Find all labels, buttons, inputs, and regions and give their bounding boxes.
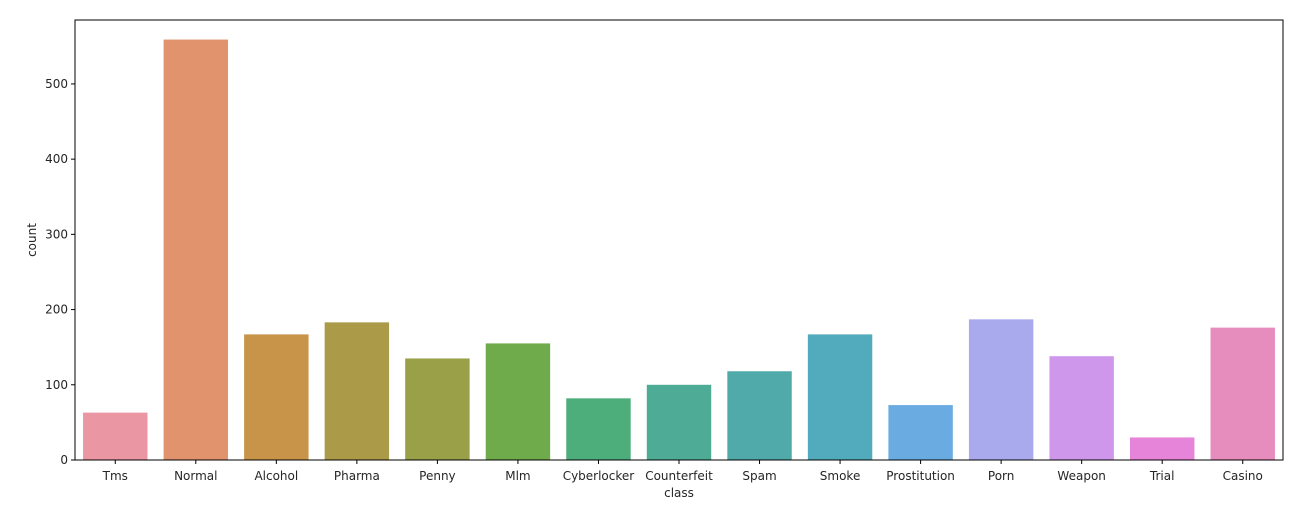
bar-prostitution [888, 405, 953, 460]
y-tick-label: 200 [45, 303, 68, 317]
x-tick-label: Cyberlocker [563, 469, 635, 483]
y-tick-label: 300 [45, 227, 68, 241]
bar-pharma [324, 322, 390, 460]
x-tick-label: Mlm [505, 469, 530, 483]
bar-cyberlocker [566, 398, 631, 460]
x-tick-label: Smoke [820, 469, 861, 483]
bar-weapon [1049, 356, 1114, 460]
y-tick-label: 100 [45, 378, 68, 392]
plot-frame [74, 19, 1284, 461]
bar-spam [727, 371, 792, 460]
bar-tms [83, 412, 148, 460]
x-tick-label: Pharma [334, 469, 380, 483]
bars-group [83, 39, 1275, 461]
y-tick-label: 400 [45, 152, 68, 166]
bar-porn [968, 319, 1034, 460]
bar-normal [163, 39, 229, 461]
x-tick-label: Weapon [1057, 469, 1105, 483]
y-axis-ticks: 0 100 200 300 400 500 [45, 77, 75, 467]
bar-penny [405, 358, 470, 460]
bar-trial [1129, 437, 1195, 460]
x-axis-label: class [664, 486, 694, 500]
x-tick-label: Normal [174, 469, 217, 483]
bar-smoke [807, 334, 873, 460]
y-axis-label: count [25, 223, 39, 257]
bar-counterfeit [646, 384, 712, 460]
x-tick-label: Counterfeit [645, 469, 713, 483]
x-axis-ticks: Tms Normal Alcohol Pharma Penny Mlm Cyberlocke… [102, 460, 1263, 483]
x-tick-label: Spam [742, 469, 776, 483]
x-tick-label: Alcohol [254, 469, 298, 483]
x-tick-label: Penny [419, 469, 456, 483]
x-tick-label: Prostitution [886, 469, 955, 483]
y-tick-label: 0 [60, 453, 68, 467]
y-tick-label: 500 [45, 77, 68, 91]
x-tick-label: Trial [1149, 469, 1175, 483]
bar-mlm [485, 343, 551, 460]
x-tick-label: Tms [102, 469, 128, 483]
bar-casino [1210, 327, 1275, 460]
x-tick-label: Porn [988, 469, 1014, 483]
bar-alcohol [244, 334, 309, 460]
x-tick-label: Casino [1223, 469, 1263, 483]
